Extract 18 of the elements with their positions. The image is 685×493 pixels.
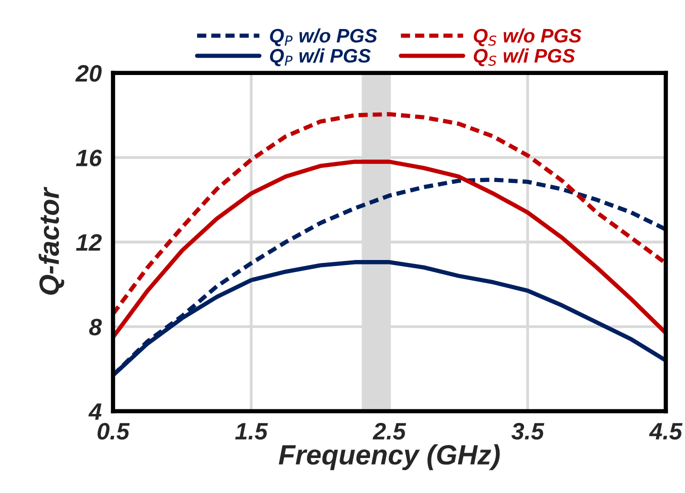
legend-label: Q$_{S}$ w/i PGS <box>474 48 575 66</box>
legend-label: Q$_{S}$ w/o PGS <box>474 28 582 46</box>
x-tick-label: 4.5 <box>649 423 683 440</box>
line-series <box>113 160 666 340</box>
x-axis-title: Frequency (GHz) <box>278 444 500 470</box>
legend-label: Q$_{P}$ w/o PGS <box>270 28 378 46</box>
x-tick-label: 2.5 <box>372 422 406 440</box>
y-tick-label: 20 <box>75 65 102 82</box>
y-tick-label: 16 <box>76 150 102 166</box>
y-tick-label: 4 <box>88 403 102 420</box>
line-series <box>113 112 666 316</box>
legend-label: Q$_{P}$ w/i PGS <box>270 48 371 66</box>
x-tick-label: 3.5 <box>511 422 544 440</box>
y-tick-label: 12 <box>76 234 102 251</box>
y-tick-label: 8 <box>89 318 102 336</box>
x-tick-label: 0.5 <box>98 422 130 440</box>
x-tick-label: 1.5 <box>235 423 268 440</box>
y-axis-title: Q-factor <box>38 186 64 295</box>
